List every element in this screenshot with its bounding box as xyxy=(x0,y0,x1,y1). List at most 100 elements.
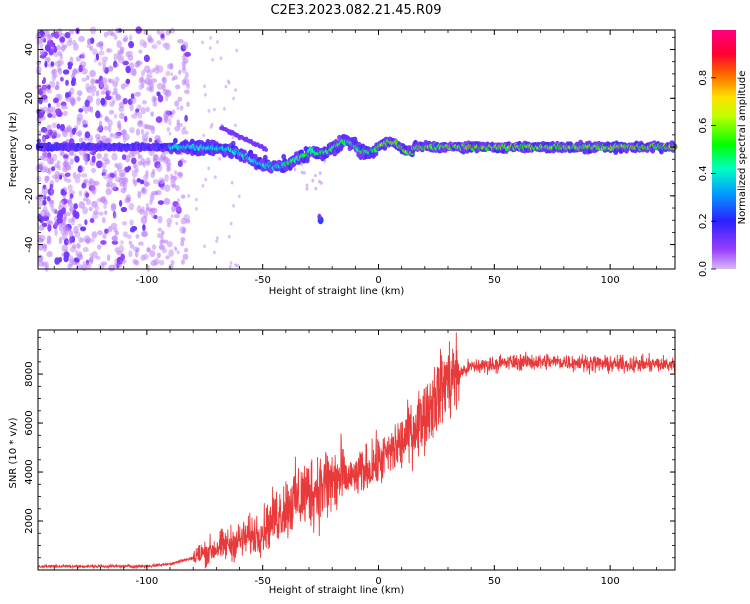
spectrogram-cell xyxy=(47,56,51,63)
spectrogram-cell xyxy=(162,42,168,48)
spectrogram-cell xyxy=(86,74,90,81)
spectrogram-cell xyxy=(174,100,180,107)
spectrogram-x-tick-label: -100 xyxy=(136,275,159,286)
spectrogram-cell xyxy=(106,89,112,95)
spectrogram-cell xyxy=(165,29,171,36)
spectrogram-cell xyxy=(112,132,119,139)
spectrogram-cell xyxy=(337,134,342,141)
spectrogram-cell xyxy=(159,154,164,160)
spectrogram-cell xyxy=(227,234,231,239)
spectrogram-cell xyxy=(137,112,143,119)
spectrogram-cell xyxy=(100,77,108,85)
spectrogram-y-axis-label: Frequency (Hz) xyxy=(8,112,19,188)
spectrogram-cell xyxy=(51,73,57,82)
spectrogram-cell xyxy=(56,217,63,224)
spectrogram-cell xyxy=(149,250,156,258)
spectrogram-x-tick-label: -50 xyxy=(255,275,271,286)
spectrogram-cell xyxy=(36,138,42,143)
spectrogram-cell xyxy=(143,210,148,218)
spectrogram-cell xyxy=(69,131,74,138)
spectrogram-cell xyxy=(58,68,63,75)
spectrogram-cell xyxy=(213,250,216,255)
spectrogram-cell xyxy=(46,235,52,244)
spectrogram-cell xyxy=(175,84,181,90)
spectrogram-cell xyxy=(84,219,88,226)
spectrogram-cell xyxy=(171,205,176,213)
spectrogram-cell xyxy=(106,254,111,262)
spectrogram-cell xyxy=(128,202,135,211)
spectrogram-cell xyxy=(70,79,76,87)
spectrogram-cell xyxy=(177,160,183,168)
spectrogram-cell xyxy=(114,62,119,68)
spectrogram-cell xyxy=(129,68,137,76)
spectrogram-cell xyxy=(47,84,51,90)
spectrogram-cell xyxy=(224,84,228,89)
spectrogram-cell xyxy=(67,65,72,70)
colorbar-tick-label: 0.4 xyxy=(698,165,709,181)
spectrogram-cell xyxy=(67,263,72,269)
spectrogram-cell xyxy=(67,201,74,208)
spectrogram-cell xyxy=(139,179,145,185)
spectrogram-cell xyxy=(84,131,91,139)
spectrogram-cell xyxy=(181,259,185,265)
spectrogram-cell xyxy=(61,207,66,215)
spectrogram-cell xyxy=(175,185,180,192)
spectrogram-cell xyxy=(54,220,58,227)
spectrogram-cell xyxy=(156,40,162,45)
spectrogram-cell xyxy=(151,207,158,214)
spectrogram-cell xyxy=(155,116,163,123)
spectrogram-cell xyxy=(101,60,107,67)
spectrogram-cell xyxy=(103,31,109,38)
spectrogram-cell xyxy=(103,204,107,210)
spectrogram-cell xyxy=(76,96,81,102)
spectrogram-y-tick-label: 40 xyxy=(24,43,35,56)
spectrogram-cell xyxy=(84,108,89,114)
spectrogram-cell xyxy=(140,216,148,224)
spectrogram-cell xyxy=(37,193,44,200)
spectrogram-cell xyxy=(232,204,236,208)
spectrogram-cell xyxy=(54,228,58,237)
snr-x-axis-label: Height of straight line (km) xyxy=(269,585,405,596)
spectrogram-cell xyxy=(100,240,107,245)
spectrogram-cell xyxy=(47,223,52,232)
spectrogram-cell xyxy=(148,137,153,143)
spectrogram-cell xyxy=(107,78,112,83)
spectrogram-cell xyxy=(180,217,187,225)
spectrogram-cell xyxy=(229,153,235,160)
spectrogram-cell xyxy=(101,56,109,62)
spectrogram-cell xyxy=(87,38,92,45)
spectrogram-cell xyxy=(72,209,77,218)
spectrogram-cell xyxy=(143,123,149,129)
spectrogram-x-axis-label: Height of straight line (km) xyxy=(269,286,405,297)
spectrogram-cell xyxy=(125,194,131,202)
spectrogram-cell xyxy=(135,234,140,239)
spectrogram-cell xyxy=(107,65,114,71)
spectrogram-cell xyxy=(120,259,127,264)
spectrogram-cell xyxy=(131,113,138,119)
spectrogram-cell xyxy=(118,200,123,207)
spectrogram-cell xyxy=(90,167,97,173)
spectrogram-cell xyxy=(82,154,87,162)
spectrogram-cell xyxy=(41,94,48,100)
spectrogram-cell xyxy=(160,185,165,191)
colorbar-tick-label: 0.2 xyxy=(698,213,709,229)
spectrogram-cell xyxy=(64,32,71,39)
snr-x-tick-label: 50 xyxy=(488,576,501,587)
spectrogram-cell xyxy=(77,165,83,173)
spectrogram-cell xyxy=(175,221,179,226)
spectrogram-cell xyxy=(262,154,268,161)
spectrogram-cell xyxy=(145,160,151,167)
spectrogram-cell xyxy=(108,264,115,272)
spectrogram-cell xyxy=(181,79,187,86)
spectrogram-cell xyxy=(36,175,42,183)
spectrogram-cell xyxy=(97,41,104,48)
spectrogram-cell xyxy=(92,213,99,220)
spectrogram-cell xyxy=(119,169,127,177)
spectrogram-cell xyxy=(152,101,158,107)
spectrogram-cell xyxy=(203,244,206,248)
spectrogram-cell xyxy=(53,97,59,104)
spectrogram-cell xyxy=(121,154,127,161)
spectrogram-cell xyxy=(184,130,189,135)
spectrogram-cell xyxy=(51,113,57,119)
